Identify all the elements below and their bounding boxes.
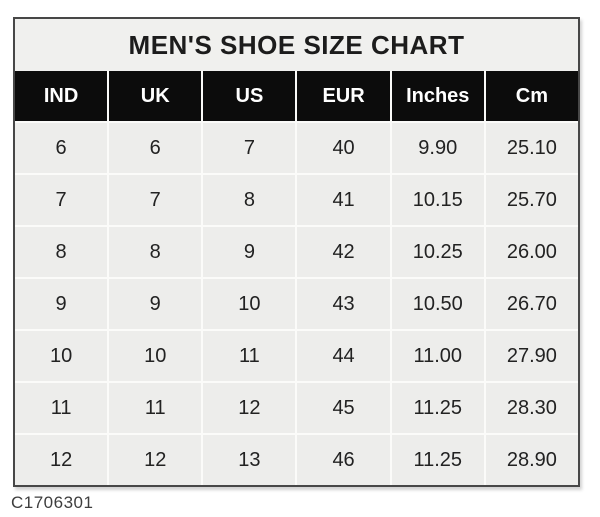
table-cell: 11 (15, 383, 108, 433)
table-cell: 43 (297, 279, 390, 329)
table-cell: 7 (203, 123, 296, 173)
table-cell: 28.30 (485, 383, 578, 433)
table-cell: 12 (15, 435, 108, 485)
table-cell: 9.90 (391, 123, 484, 173)
table-cell: 10 (203, 279, 296, 329)
table-cell: 11 (109, 383, 202, 433)
table-cell: 8 (109, 227, 202, 277)
table-grid: IND UK US EUR Inches Cm 6 6 7 40 9.90 25.10 7 7 8 41 10.… (15, 71, 578, 485)
table-cell: 41 (297, 175, 390, 225)
column-header: EUR (297, 71, 390, 121)
table-cell: 10.25 (391, 227, 484, 277)
table-cell: 46 (297, 435, 390, 485)
table-cell: 40 (297, 123, 390, 173)
table-cell: 45 (297, 383, 390, 433)
table-cell: 8 (15, 227, 108, 277)
table-cell: 44 (297, 331, 390, 381)
table-cell: 12 (109, 435, 202, 485)
table-cell: 11.25 (391, 383, 484, 433)
table-cell: 11 (203, 331, 296, 381)
table-cell: 11.00 (391, 331, 484, 381)
table-cell: 9 (15, 279, 108, 329)
table-cell: 7 (15, 175, 108, 225)
table-cell: 27.90 (485, 331, 578, 381)
size-chart-table: MEN'S SHOE SIZE CHART IND UK US EUR Inches Cm… (13, 17, 580, 487)
table-cell: 25.70 (485, 175, 578, 225)
watermark-code: C1706301 (11, 493, 94, 512)
table-cell: 13 (203, 435, 296, 485)
chart-title: MEN'S SHOE SIZE CHART (15, 19, 578, 71)
table-cell: 9 (109, 279, 202, 329)
column-header: UK (109, 71, 202, 121)
table-cell: 10.50 (391, 279, 484, 329)
table-cell: 11.25 (391, 435, 484, 485)
table-cell: 26.70 (485, 279, 578, 329)
table-cell: 6 (109, 123, 202, 173)
table-cell: 7 (109, 175, 202, 225)
column-header: Cm (485, 71, 578, 121)
table-cell: 8 (203, 175, 296, 225)
table-cell: 25.10 (485, 123, 578, 173)
table-cell: 9 (203, 227, 296, 277)
table-cell: 6 (15, 123, 108, 173)
table-cell: 28.90 (485, 435, 578, 485)
table-cell: 12 (203, 383, 296, 433)
table-cell: 42 (297, 227, 390, 277)
column-header: US (203, 71, 296, 121)
column-header: Inches (391, 71, 484, 121)
table-cell: 10 (109, 331, 202, 381)
table-cell: 10.15 (391, 175, 484, 225)
table-cell: 26.00 (485, 227, 578, 277)
table-cell: 10 (15, 331, 108, 381)
column-header: IND (15, 71, 108, 121)
